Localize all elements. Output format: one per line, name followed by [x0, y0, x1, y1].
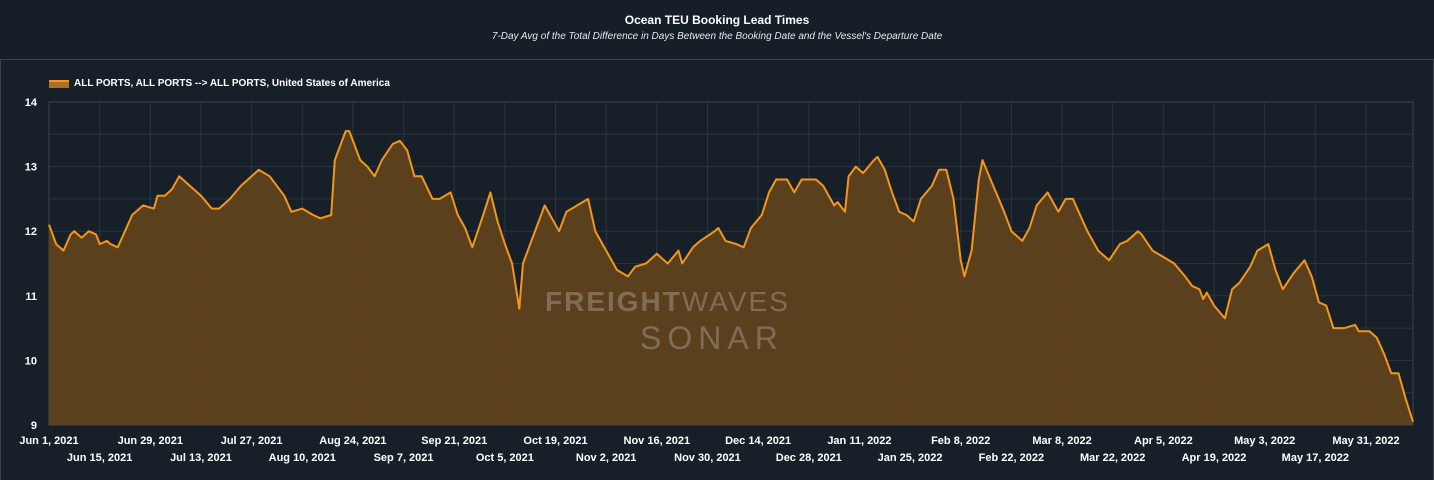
- watermark-light: WAVES: [682, 286, 790, 317]
- chart-subtitle: 7-Day Avg of the Total Difference in Day…: [491, 31, 943, 42]
- x-tick-label: Oct 19, 2021: [523, 435, 587, 447]
- x-tick-label: Nov 16, 2021: [624, 435, 691, 447]
- x-tick-label: Dec 14, 2021: [725, 435, 791, 447]
- x-tick-label: Jan 11, 2022: [827, 435, 891, 447]
- x-tick-label: Feb 8, 2022: [931, 435, 990, 447]
- x-tick-label: May 17, 2022: [1282, 452, 1349, 464]
- x-tick-label: Apr 19, 2022: [1182, 452, 1247, 464]
- y-tick-label: 11: [25, 291, 37, 303]
- axes: Jun 1, 2021 Jun 29, 2021 Jul 27, 2021 Aug 2…: [19, 97, 1399, 464]
- chart-title: Ocean TEU Booking Lead Times: [624, 13, 810, 27]
- x-tick-label: Jun 29, 2021: [118, 435, 183, 447]
- x-tick-label: Apr 5, 2022: [1134, 435, 1193, 447]
- legend-swatch: [49, 79, 69, 88]
- x-tick-label: Mar 22, 2022: [1080, 452, 1145, 464]
- x-tick-label: Jan 25, 2022: [878, 452, 943, 464]
- svg-text:FREIGHTWAVES: FREIGHTWAVES: [545, 286, 790, 317]
- x-tick-label: Sep 7, 2021: [374, 452, 434, 464]
- x-tick-label: May 3, 2022: [1234, 435, 1295, 447]
- legend[interactable]: ALL PORTS, ALL PORTS --> ALL PORTS, Unit…: [49, 78, 390, 89]
- y-tick-label: 10: [25, 355, 37, 367]
- watermark-bold: FREIGHT: [545, 286, 682, 317]
- y-tick-label: 9: [31, 420, 37, 432]
- y-tick-label: 12: [25, 226, 37, 238]
- x-tick-label: Jul 13, 2021: [170, 452, 232, 464]
- x-tick-label: Dec 28, 2021: [776, 452, 842, 464]
- x-tick-label: Jul 27, 2021: [221, 435, 283, 447]
- x-tick-label: Jun 1, 2021: [19, 435, 78, 447]
- series-line: [48, 130, 1414, 423]
- x-tick-label: Nov 2, 2021: [576, 452, 637, 464]
- x-tick-label: Sep 21, 2021: [421, 435, 487, 447]
- watermark-logo: FREIGHTWAVES SONAR: [545, 286, 790, 356]
- legend-label: ALL PORTS, ALL PORTS --> ALL PORTS, Unit…: [74, 78, 390, 89]
- x-tick-label: Aug 10, 2021: [269, 452, 336, 464]
- x-tick-label: Feb 22, 2022: [979, 452, 1044, 464]
- x-tick-label: Nov 30, 2021: [674, 452, 741, 464]
- x-tick-label: Aug 24, 2021: [319, 435, 386, 447]
- y-tick-label: 13: [25, 162, 37, 174]
- y-tick-label: 14: [25, 97, 38, 109]
- x-tick-label: Jun 15, 2021: [67, 452, 132, 464]
- x-tick-label: May 31, 2022: [1332, 435, 1399, 447]
- x-tick-label: Mar 8, 2022: [1032, 435, 1091, 447]
- watermark-sonar: SONAR: [640, 320, 784, 356]
- x-tick-label: Oct 5, 2021: [476, 452, 534, 464]
- series-area: [49, 131, 1413, 425]
